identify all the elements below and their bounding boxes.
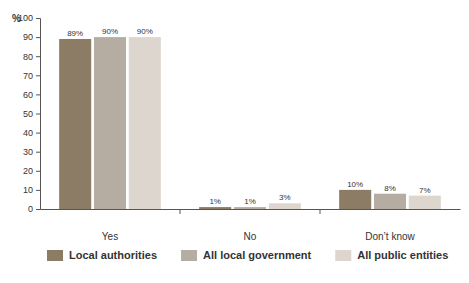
tick-mark (36, 190, 40, 191)
tick: No (244, 209, 257, 242)
tick-mark (36, 114, 40, 115)
tick-mark (36, 152, 40, 153)
tick: 20 (23, 166, 40, 176)
tick: 50 (23, 109, 40, 119)
data-labels: 89% 1% 10% 90% 1% 8% 90% 3% 7% (67, 27, 430, 206)
data-label: 90% (102, 27, 118, 36)
category-separator (320, 209, 321, 214)
axis-title: % (12, 13, 21, 24)
tick: 60 (23, 90, 40, 100)
legend-swatch (181, 250, 197, 261)
tick-mark (36, 37, 40, 38)
data-label: 3% (279, 193, 291, 202)
bar (374, 194, 406, 209)
tick-mark (36, 18, 40, 19)
legend-label: Local authorities (69, 249, 157, 261)
legend-label: All local government (203, 249, 312, 261)
data-label: 10% (347, 180, 363, 189)
legend-item: All local government (181, 249, 312, 261)
legend-item: Local authorities (47, 249, 157, 261)
tick-label: 20 (23, 166, 33, 176)
tick: 70 (23, 71, 40, 81)
x-axis: Yes No Don’t know (41, 209, 461, 242)
legend-label: All public entities (357, 249, 448, 261)
data-label: 90% (137, 27, 153, 36)
bar (94, 37, 126, 209)
tick-label: No (244, 231, 257, 242)
tick-label: 30 (23, 147, 33, 157)
tick-label: 10 (23, 185, 33, 195)
legend-swatch (47, 250, 63, 261)
tick: Don’t know (365, 209, 415, 242)
bars (59, 37, 441, 209)
data-label: 89% (67, 29, 83, 38)
tick-mark (36, 209, 40, 210)
data-label: 1% (244, 197, 256, 206)
tick-mark (36, 171, 40, 172)
tick-label: 0 (28, 204, 33, 214)
bar (129, 37, 161, 209)
tick-mark (36, 133, 40, 134)
tick: Yes (102, 209, 118, 242)
category-separator (180, 209, 181, 214)
tick-label: 50 (23, 109, 33, 119)
tick: 40 (23, 128, 40, 138)
data-label: 1% (209, 197, 221, 206)
bar (234, 207, 266, 209)
tick-label: 40 (23, 128, 33, 138)
tick-label: 70 (23, 71, 33, 81)
bar (409, 196, 441, 209)
tick: 30 (23, 147, 40, 157)
tick-label: 80 (23, 52, 33, 62)
tick: 100 (18, 13, 40, 23)
axis-line (41, 209, 461, 210)
legend-swatch (335, 250, 351, 261)
tick: 90 (23, 32, 40, 42)
tick-label: 90 (23, 32, 33, 42)
y-axis: 0 10 20 30 40 50 60 70 80 90 100 (18, 13, 41, 214)
tick-mark (36, 94, 40, 95)
tick: 10 (23, 185, 40, 195)
bar (199, 207, 231, 209)
bar (59, 39, 91, 209)
tick-mark (36, 56, 40, 57)
data-label: 8% (384, 184, 396, 193)
chart: 89% 1% 10% 90% 1% 8% 90% 3% 7% 0 10 20 30 40 50 60 70 80 9… (0, 0, 469, 283)
tick: 80 (23, 52, 40, 62)
data-label: 7% (419, 186, 431, 195)
tick: 0 (28, 204, 40, 214)
legend: Local authorities All local government All… (47, 249, 448, 261)
axis-line (36, 19, 41, 210)
bar (339, 190, 371, 209)
bar (269, 203, 301, 209)
tick-label: 60 (23, 90, 33, 100)
legend-item: All public entities (335, 249, 448, 261)
tick-mark (36, 75, 40, 76)
tick-label: Don’t know (365, 231, 415, 242)
tick-label: Yes (102, 231, 118, 242)
